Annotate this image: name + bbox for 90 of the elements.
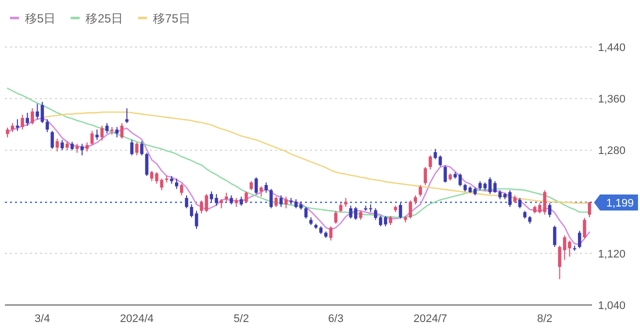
candlestick bbox=[6, 127, 10, 138]
candlestick bbox=[224, 192, 228, 202]
x-tick-label: 8/2 bbox=[537, 313, 552, 325]
candlestick bbox=[582, 217, 586, 240]
candlestick bbox=[56, 138, 59, 152]
candlestick bbox=[478, 180, 482, 191]
candlestick bbox=[488, 176, 492, 195]
candlestick bbox=[329, 226, 332, 241]
candlestick bbox=[95, 129, 99, 140]
candlestick bbox=[260, 186, 263, 198]
candlestick bbox=[204, 194, 208, 213]
candlestick bbox=[398, 202, 402, 220]
candlestick bbox=[115, 126, 119, 138]
candlestick bbox=[26, 112, 29, 126]
candlestick bbox=[90, 130, 94, 146]
candlestick bbox=[214, 194, 218, 206]
candlestick bbox=[279, 194, 283, 208]
y-tick-label: 1,280 bbox=[598, 145, 626, 158]
ref-line-label: 1,199 bbox=[606, 197, 634, 210]
candlestick bbox=[294, 198, 298, 209]
candlestick bbox=[200, 200, 204, 214]
candlestick bbox=[30, 108, 34, 125]
candlestick bbox=[100, 125, 104, 142]
candlestick bbox=[284, 196, 288, 209]
candlestick bbox=[46, 118, 49, 133]
candlestick bbox=[120, 122, 124, 140]
y-tick-label: 1,120 bbox=[598, 248, 626, 260]
candlestick bbox=[553, 225, 556, 248]
candlestick bbox=[378, 215, 382, 227]
candlestick bbox=[374, 208, 378, 220]
candlestick bbox=[125, 108, 128, 124]
candlestick bbox=[220, 198, 224, 209]
candlestick bbox=[190, 204, 194, 218]
candlestick bbox=[244, 190, 248, 204]
candlestick bbox=[50, 130, 54, 150]
candlestick bbox=[105, 122, 109, 134]
candlestick bbox=[339, 202, 342, 213]
candlestick bbox=[334, 210, 338, 224]
candlestick bbox=[304, 206, 308, 220]
x-tick-label: 2024/4 bbox=[120, 313, 154, 325]
candlestick bbox=[588, 201, 592, 218]
candlestick bbox=[578, 230, 582, 249]
candlestick bbox=[548, 202, 552, 218]
legend-label: 移25日 bbox=[86, 12, 124, 26]
candlestick bbox=[444, 165, 447, 183]
candlestick bbox=[254, 176, 258, 195]
candlestick bbox=[424, 166, 427, 186]
candlestick bbox=[180, 183, 184, 196]
candlestick bbox=[175, 178, 178, 190]
candlestick bbox=[135, 142, 138, 156]
candlestick bbox=[408, 200, 412, 220]
candlestick bbox=[184, 194, 188, 209]
candlestick bbox=[194, 210, 198, 230]
candlestick bbox=[418, 184, 422, 198]
candlestick bbox=[140, 140, 144, 156]
candlestick bbox=[518, 197, 522, 209]
candlestick bbox=[16, 118, 20, 132]
candlestick bbox=[428, 154, 432, 170]
candlestick bbox=[270, 188, 273, 209]
candlestick bbox=[414, 194, 418, 205]
candlestick bbox=[230, 194, 233, 205]
candlestick bbox=[498, 190, 502, 200]
candlestick bbox=[384, 215, 388, 227]
candlestick bbox=[240, 196, 243, 206]
x-tick-label: 3/4 bbox=[34, 313, 50, 325]
candlestick bbox=[274, 196, 278, 208]
candlestick bbox=[234, 197, 238, 208]
candlestick bbox=[493, 180, 497, 194]
y-tick-label: 1,360 bbox=[598, 94, 626, 106]
candlestick bbox=[344, 197, 348, 208]
candlestick bbox=[250, 180, 253, 191]
candlestick bbox=[264, 182, 268, 194]
candlestick bbox=[60, 139, 64, 151]
candlestick bbox=[359, 210, 362, 220]
candlestick bbox=[508, 190, 512, 208]
legend-label: 移75日 bbox=[153, 12, 190, 26]
candlestick bbox=[145, 152, 148, 176]
candlestick bbox=[76, 143, 79, 154]
legend-label: 移5日 bbox=[25, 12, 56, 26]
candlestick bbox=[210, 190, 214, 202]
x-tick-label: 5/2 bbox=[234, 313, 249, 325]
x-tick-label: 6/3 bbox=[328, 313, 344, 325]
y-tick-label: 1,440 bbox=[598, 42, 626, 54]
candlestick bbox=[66, 140, 69, 151]
candlestick bbox=[10, 122, 14, 133]
candlestick bbox=[20, 114, 24, 130]
candlestick bbox=[85, 142, 89, 152]
candlestick bbox=[130, 139, 134, 156]
y-tick-label: 1,040 bbox=[598, 300, 626, 312]
x-tick-label: 2024/7 bbox=[414, 313, 448, 325]
